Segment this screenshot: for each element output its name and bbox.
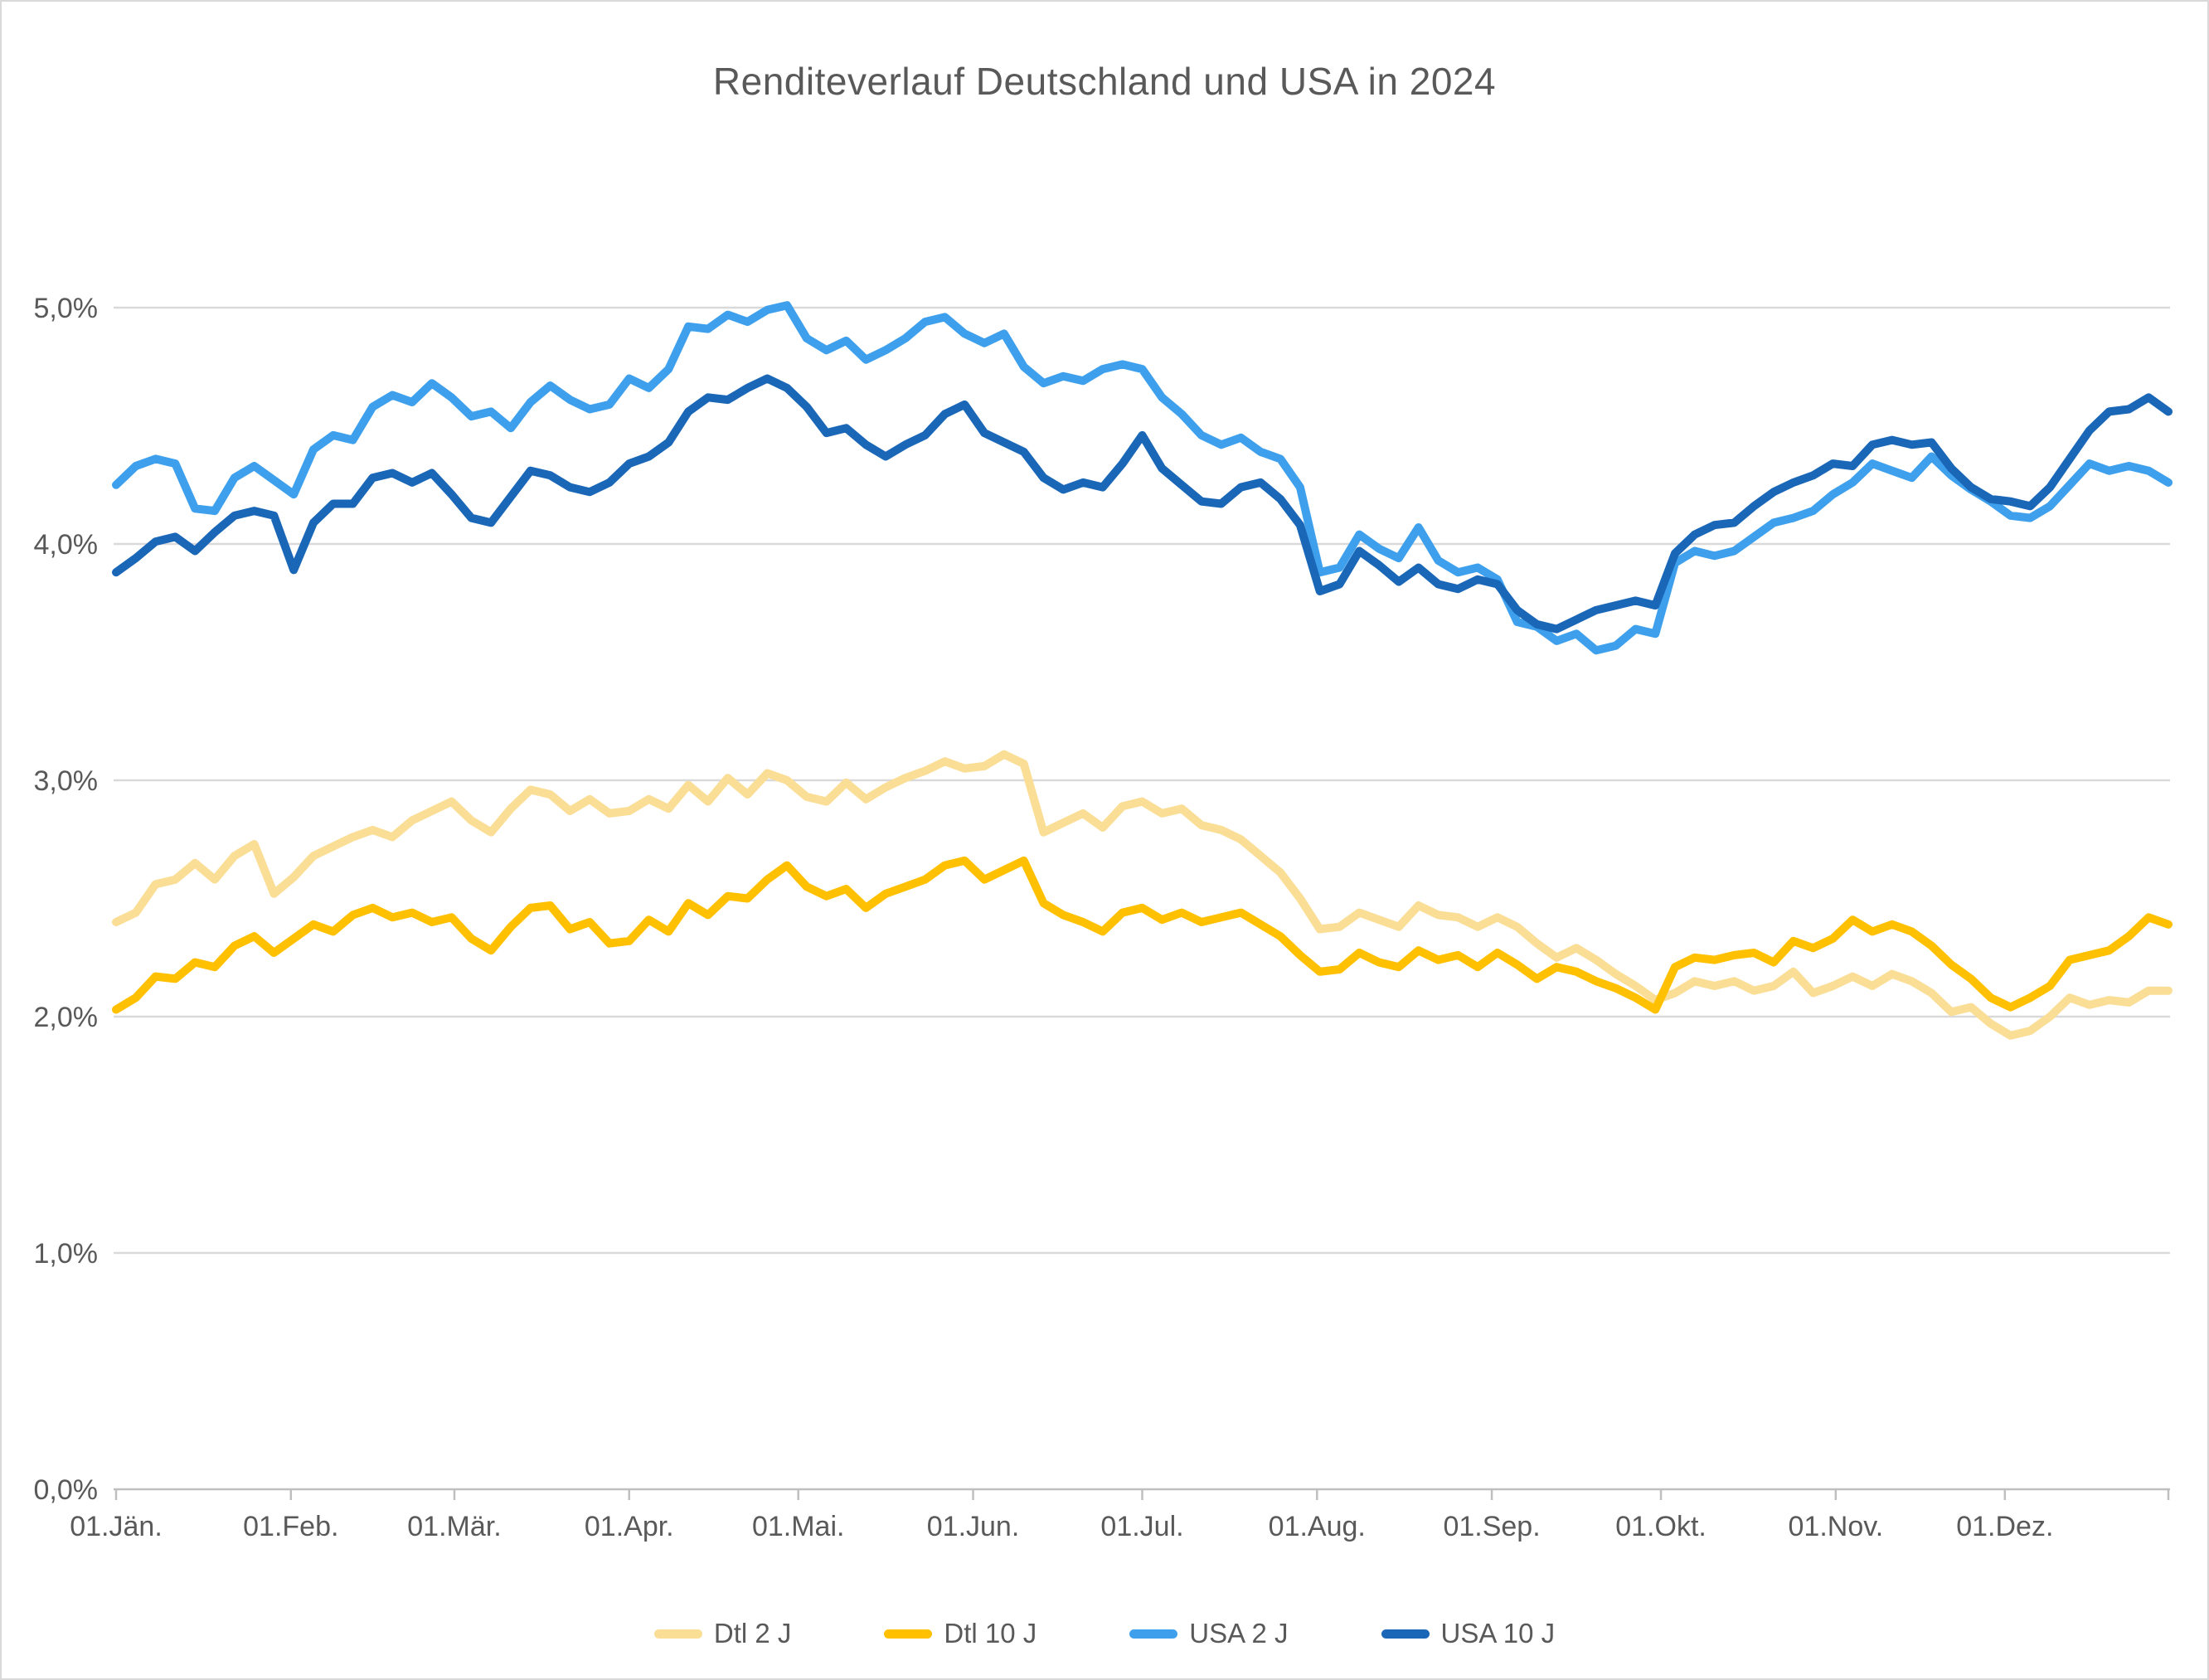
x-axis-tick-label: 01.Dez.: [1956, 1511, 2053, 1542]
series-line-dtl-2-j: [112, 750, 2173, 1040]
chart-title: Renditeverlauf Deutschland und USA in 20…: [713, 60, 1496, 103]
x-axis-tick-label: 01.Okt.: [1615, 1511, 1707, 1542]
gridline-layer: [114, 306, 2170, 1255]
legend-label-usa-10-j: USA 10 J: [1440, 1618, 1556, 1648]
legend-item-dtl-10-j: Dtl 10 J: [884, 1618, 1037, 1649]
y-axis-tick-label: 1,0%: [34, 1238, 99, 1270]
x-axis-tick-label: 01.Sep.: [1443, 1511, 1540, 1542]
x-axis-tick-label: 01.Mär.: [407, 1511, 501, 1542]
series-layer: [112, 301, 2173, 1040]
legend-item-usa-2-j: USA 2 J: [1129, 1618, 1289, 1649]
y-axis-tick-label: 0,0%: [34, 1474, 99, 1506]
legend-label-dtl-10-j: Dtl 10 J: [944, 1618, 1037, 1648]
x-axis-tick-label: 01.Feb.: [243, 1511, 338, 1542]
chart-legend: Dtl 2 J Dtl 10 J USA 2 J USA 10 J: [0, 1612, 2209, 1655]
x-axis-tick-label: 01.Jän.: [70, 1511, 163, 1542]
series-line-usa-2-j: [112, 301, 2173, 655]
x-axis-tick-label: 01.Aug.: [1269, 1511, 1366, 1542]
legend-swatch-dtl-10-j: [884, 1629, 933, 1639]
y-axis-tick-label: 4,0%: [34, 529, 99, 561]
legend-swatch-usa-2-j: [1129, 1629, 1178, 1639]
x-axis-tick-label: 01.Nov.: [1789, 1511, 1884, 1542]
legend-label-dtl-2-j: Dtl 2 J: [713, 1618, 792, 1648]
y-axis-tick-label: 2,0%: [34, 1002, 99, 1033]
x-axis-tick-label: 01.Mai.: [752, 1511, 845, 1542]
y-axis-tick-label: 3,0%: [34, 765, 99, 797]
y-axis-tick-label: 5,0%: [34, 293, 99, 324]
legend-label-usa-2-j: USA 2 J: [1189, 1618, 1289, 1648]
x-axis-tick-label: 01.Jul.: [1100, 1511, 1183, 1542]
x-axis-tick-label: 01.Apr.: [585, 1511, 674, 1542]
legend-item-dtl-2-j: Dtl 2 J: [653, 1618, 792, 1649]
legend-item-usa-10-j: USA 10 J: [1381, 1618, 1556, 1649]
legend-swatch-usa-10-j: [1381, 1629, 1430, 1639]
legend-swatch-dtl-2-j: [653, 1629, 702, 1639]
series-line-dtl-10-j: [112, 856, 2173, 1014]
axis-layer: 0,0% 1,0% 2,0% 3,0% 4,0% 5,0% 01.Jän. 01.Feb. 01…: [34, 293, 2170, 1542]
series-line-usa-10-j: [112, 374, 2173, 634]
x-axis-tick-label: 01.Jun.: [927, 1511, 1020, 1542]
